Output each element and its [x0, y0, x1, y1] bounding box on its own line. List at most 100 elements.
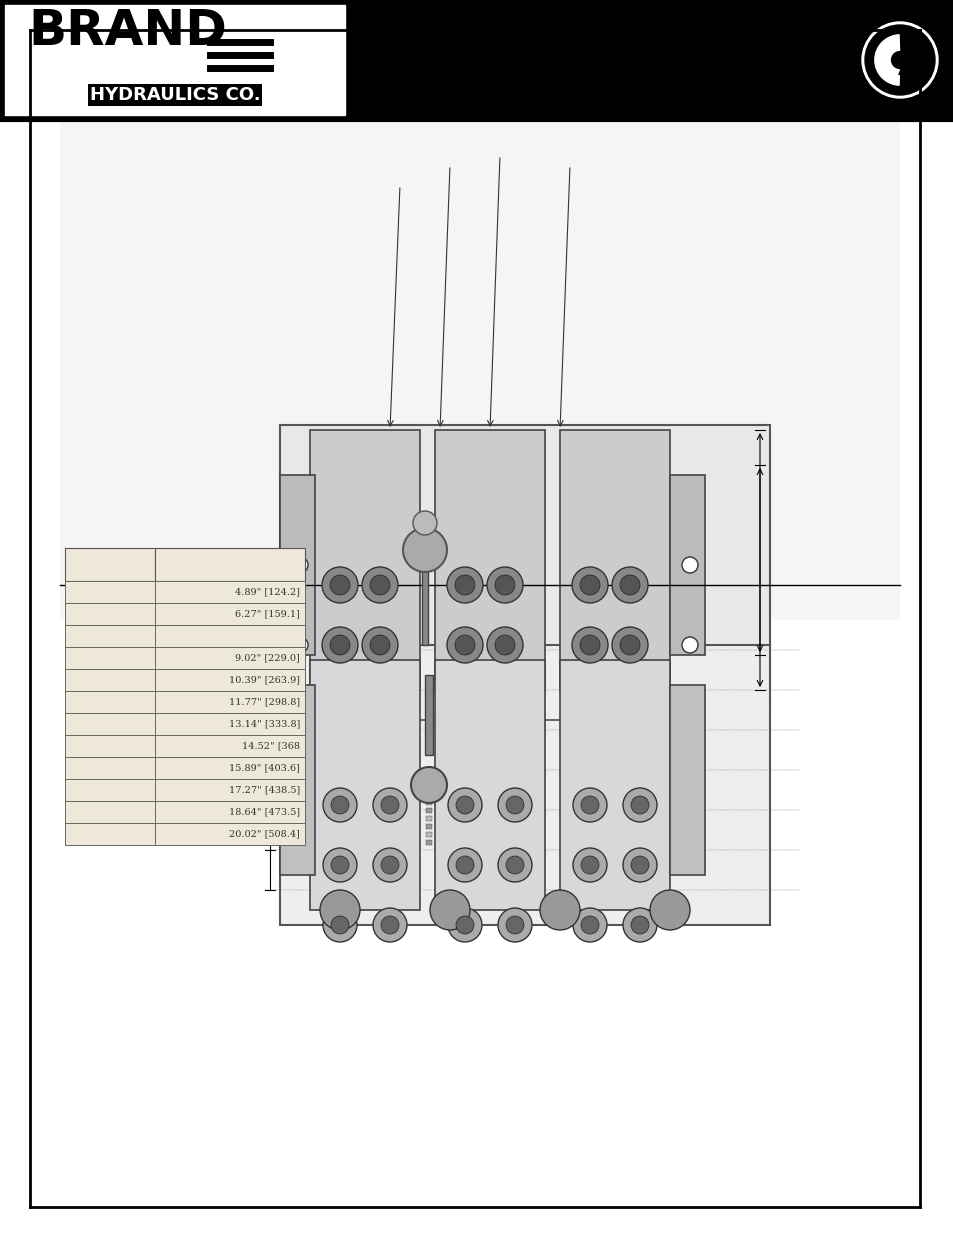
Bar	[435, 430, 544, 690]
Text: Shipping: 2332 So 25th St (Zip 68105): Shipping: 2332 So 25th St (Zip 68105)	[370, 15, 639, 28]
Circle shape	[456, 916, 474, 934]
Circle shape	[361, 627, 397, 663]
Circle shape	[456, 797, 474, 814]
Bar	[426, 800, 432, 805]
Bar	[65, 603, 154, 625]
Bar	[424, 676, 433, 755]
Bar	[65, 713, 154, 735]
Text: 20.02" [508.4]: 20.02" [508.4]	[229, 830, 299, 839]
Circle shape	[361, 567, 397, 603]
Circle shape	[370, 635, 390, 655]
Circle shape	[580, 856, 598, 874]
Bar	[154, 647, 305, 669]
Circle shape	[430, 890, 470, 930]
Circle shape	[630, 856, 648, 874]
Circle shape	[413, 511, 436, 535]
Bar	[426, 840, 432, 845]
Circle shape	[447, 567, 482, 603]
Circle shape	[373, 788, 407, 823]
Circle shape	[572, 627, 607, 663]
Bar	[5, 5, 345, 115]
Circle shape	[486, 567, 522, 603]
Text: HYDRAULICS CO.: HYDRAULICS CO.	[90, 86, 260, 104]
Bar	[280, 425, 769, 705]
Circle shape	[330, 576, 350, 595]
Text: 14.52" [368: 14.52" [368	[242, 741, 299, 751]
Circle shape	[622, 908, 657, 942]
Bar	[426, 824, 432, 829]
Circle shape	[380, 797, 398, 814]
Circle shape	[681, 557, 698, 573]
Circle shape	[573, 908, 606, 942]
Text: Omaha NE: Omaha NE	[370, 44, 442, 58]
Circle shape	[380, 916, 398, 934]
Circle shape	[579, 635, 599, 655]
Circle shape	[580, 797, 598, 814]
Text: 15.89" [403.6]: 15.89" [403.6]	[229, 763, 299, 773]
Bar	[154, 713, 305, 735]
Circle shape	[447, 627, 482, 663]
Circle shape	[505, 856, 523, 874]
Circle shape	[579, 576, 599, 595]
Circle shape	[505, 797, 523, 814]
Bar	[669, 685, 704, 876]
Circle shape	[331, 856, 349, 874]
Bar	[154, 669, 305, 692]
Circle shape	[539, 890, 579, 930]
Circle shape	[612, 627, 647, 663]
Bar	[154, 735, 305, 757]
Text: Q: Q	[886, 37, 898, 51]
Bar	[310, 659, 419, 910]
Circle shape	[373, 848, 407, 882]
Bar	[60, 120, 899, 620]
Circle shape	[495, 635, 515, 655]
Text: 17.27" [438.5]: 17.27" [438.5]	[229, 785, 299, 794]
Circle shape	[331, 797, 349, 814]
Text: HTTP://WWW.BRAND-HYD.COM: HTTP://WWW.BRAND-HYD.COM	[370, 90, 587, 103]
Bar	[154, 625, 305, 647]
Bar	[154, 580, 305, 603]
Bar	[65, 823, 154, 845]
Bar	[65, 580, 154, 603]
Circle shape	[497, 848, 532, 882]
Text: Fax: (402) 341-5419: Fax: (402) 341-5419	[370, 75, 512, 88]
Bar	[154, 692, 305, 713]
Text: Phone: (402) 344-4434: Phone: (402) 344-4434	[370, 61, 531, 73]
Circle shape	[455, 576, 475, 595]
Circle shape	[864, 25, 934, 95]
Bar	[854, 5, 944, 115]
Bar	[154, 757, 305, 779]
Circle shape	[486, 627, 522, 663]
Bar	[65, 802, 154, 823]
Circle shape	[862, 22, 937, 98]
Bar	[435, 659, 544, 910]
Bar	[280, 685, 314, 876]
Text: A: A	[897, 64, 908, 78]
Circle shape	[622, 848, 657, 882]
Bar	[426, 832, 432, 837]
Circle shape	[292, 637, 308, 653]
Circle shape	[323, 848, 356, 882]
Text: Mailing: P.O. Box #6069 (Zip 68106): Mailing: P.O. Box #6069 (Zip 68106)	[370, 30, 622, 43]
Circle shape	[681, 637, 698, 653]
Circle shape	[630, 916, 648, 934]
Text: 13.14" [333.8]: 13.14" [333.8]	[229, 720, 299, 729]
Bar	[65, 779, 154, 802]
Circle shape	[580, 916, 598, 934]
Bar	[154, 548, 305, 580]
Bar	[65, 735, 154, 757]
Bar	[421, 564, 428, 645]
Bar	[426, 784, 432, 789]
Bar	[426, 808, 432, 813]
Circle shape	[411, 767, 447, 803]
Bar	[426, 792, 432, 797]
Text: 6.27" [159.1]: 6.27" [159.1]	[234, 610, 299, 619]
Text: 4.89" [124.2]: 4.89" [124.2]	[234, 588, 299, 597]
Circle shape	[505, 916, 523, 934]
Bar	[65, 692, 154, 713]
Text: BRAND: BRAND	[28, 7, 227, 56]
Bar	[559, 430, 669, 690]
Circle shape	[448, 788, 481, 823]
Circle shape	[319, 890, 359, 930]
Circle shape	[370, 576, 390, 595]
